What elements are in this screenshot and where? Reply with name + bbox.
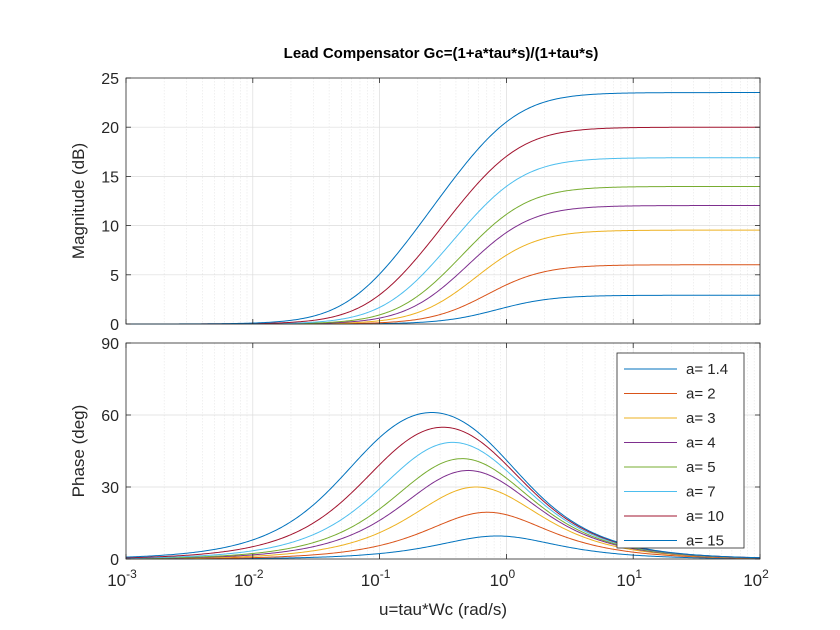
y-tick-label: 60 <box>101 408 119 425</box>
x-tick-label: 10-3 <box>107 567 137 590</box>
y-tick-label: 30 <box>101 480 119 497</box>
y-tick-label: 10 <box>101 219 119 236</box>
phase-series-line <box>126 511 761 560</box>
legend-label: a= 2 <box>686 386 716 403</box>
magnitude-y-label: Magnitude (dB) <box>69 143 88 259</box>
legend-label: a= 1.4 <box>686 361 728 378</box>
phase-series <box>125 411 761 560</box>
magnitude-grid <box>126 78 760 324</box>
y-tick-label: 0 <box>110 552 119 569</box>
phase-axes-box <box>125 342 761 560</box>
magnitude-axes-box <box>125 77 761 325</box>
phase-y-ticks: 0 30 60 90 <box>101 336 760 569</box>
y-tick-label: 5 <box>110 268 119 285</box>
phase-series-line <box>125 458 761 559</box>
legend-label: a= 7 <box>686 484 716 501</box>
legend[interactable]: a= 1.4 a= 2 a= 3 a= 4 a= 5 a= 7 a= 10 a= 15 <box>616 352 745 550</box>
legend-label: a= 15 <box>686 533 724 550</box>
legend-label: a= 4 <box>686 435 716 452</box>
y-tick-label: 20 <box>101 120 119 137</box>
x-tick-label: 102 <box>743 567 769 590</box>
phase-series-line <box>125 411 761 559</box>
chart-title: Lead Compensator Gc=(1+a*tau*s)/(1+tau*s… <box>284 45 599 62</box>
x-tick-label: 100 <box>490 567 516 590</box>
legend-label: a= 5 <box>686 459 716 476</box>
magnitude-y-ticks: 0 5 10 15 20 25 <box>101 71 760 334</box>
magnitude-plot: 0 5 10 15 20 25 Magnitude (dB) <box>69 71 761 334</box>
y-tick-label: 15 <box>101 169 119 186</box>
legend-label: a= 3 <box>686 410 716 427</box>
magnitude-series-line <box>126 92 760 325</box>
x-ticks: 10-3 10-2 10-1 100 101 102 <box>107 78 769 590</box>
phase-series-line <box>126 486 761 560</box>
legend-label: a= 10 <box>686 508 724 525</box>
y-tick-label: 90 <box>101 336 119 353</box>
phase-y-label: Phase (deg) <box>69 405 88 498</box>
magnitude-plot-area <box>126 78 760 324</box>
x-tick-label: 10-2 <box>234 567 264 590</box>
x-axis-label: u=tau*Wc (rad/s) <box>379 600 507 619</box>
x-tick-label: 10-1 <box>361 567 391 590</box>
y-tick-label: 25 <box>101 71 119 88</box>
y-tick-label: 0 <box>110 317 119 334</box>
legend-box <box>616 352 745 549</box>
x-tick-label: 101 <box>616 567 642 590</box>
